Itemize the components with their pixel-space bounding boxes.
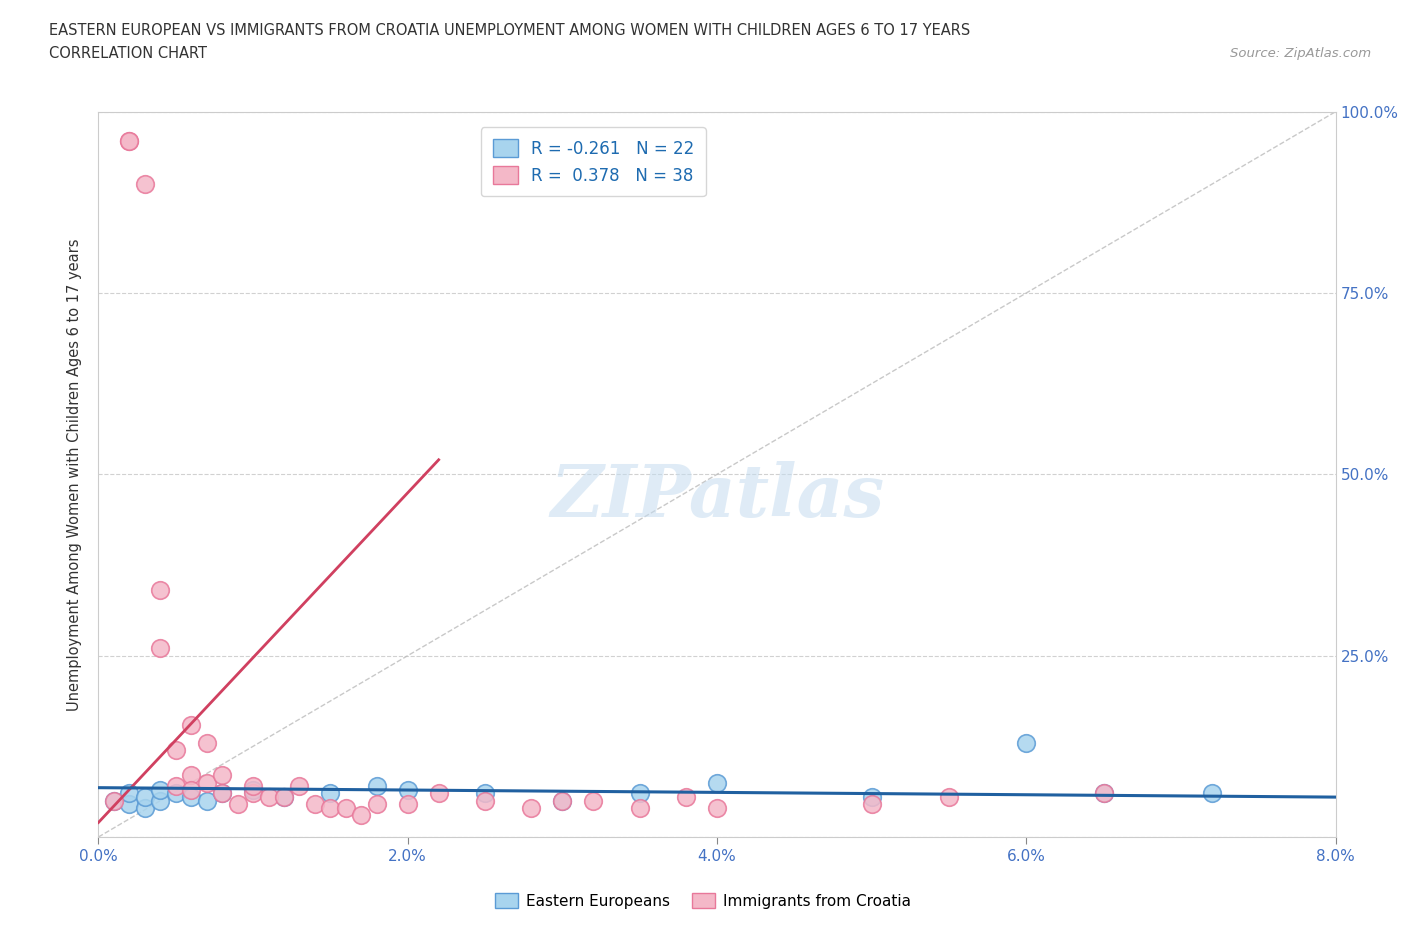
Point <box>134 790 156 804</box>
Point <box>149 793 172 808</box>
Point <box>288 778 311 793</box>
Point <box>304 797 326 812</box>
Point <box>211 768 233 783</box>
Point <box>1092 786 1115 801</box>
Point <box>165 742 187 757</box>
Point <box>350 808 373 823</box>
Point <box>335 801 357 816</box>
Point <box>1092 786 1115 801</box>
Point <box>1015 736 1038 751</box>
Point <box>551 793 574 808</box>
Point <box>134 177 156 192</box>
Point <box>165 778 187 793</box>
Point <box>149 641 172 656</box>
Point <box>860 790 883 804</box>
Text: Source: ZipAtlas.com: Source: ZipAtlas.com <box>1230 46 1371 60</box>
Point <box>195 793 218 808</box>
Point <box>103 793 125 808</box>
Point <box>319 786 342 801</box>
Point <box>551 793 574 808</box>
Legend: R = -0.261   N = 22, R =  0.378   N = 38: R = -0.261 N = 22, R = 0.378 N = 38 <box>481 127 706 196</box>
Point <box>180 768 202 783</box>
Point <box>366 797 388 812</box>
Point <box>706 801 728 816</box>
Point <box>195 776 218 790</box>
Point <box>474 793 496 808</box>
Point <box>319 801 342 816</box>
Point <box>118 133 141 148</box>
Point <box>257 790 280 804</box>
Point <box>103 793 125 808</box>
Point <box>628 786 651 801</box>
Text: ZIPatlas: ZIPatlas <box>550 460 884 532</box>
Point <box>226 797 249 812</box>
Point <box>427 786 450 801</box>
Point <box>134 801 156 816</box>
Point <box>165 786 187 801</box>
Legend: Eastern Europeans, Immigrants from Croatia: Eastern Europeans, Immigrants from Croat… <box>489 886 917 915</box>
Point <box>474 786 496 801</box>
Point <box>118 133 141 148</box>
Point <box>520 801 543 816</box>
Point <box>628 801 651 816</box>
Point <box>582 793 605 808</box>
Point <box>195 736 218 751</box>
Point <box>273 790 295 804</box>
Point <box>938 790 960 804</box>
Text: EASTERN EUROPEAN VS IMMIGRANTS FROM CROATIA UNEMPLOYMENT AMONG WOMEN WITH CHILDR: EASTERN EUROPEAN VS IMMIGRANTS FROM CROA… <box>49 23 970 38</box>
Text: CORRELATION CHART: CORRELATION CHART <box>49 46 207 61</box>
Point <box>180 717 202 732</box>
Point <box>396 782 419 797</box>
Point <box>211 786 233 801</box>
Point <box>366 778 388 793</box>
Point <box>149 782 172 797</box>
Point <box>118 786 141 801</box>
Point <box>273 790 295 804</box>
Point <box>180 790 202 804</box>
Point <box>396 797 419 812</box>
Point <box>149 583 172 598</box>
Point <box>706 776 728 790</box>
Point <box>118 797 141 812</box>
Point <box>242 778 264 793</box>
Point <box>180 782 202 797</box>
Point <box>1201 786 1223 801</box>
Point <box>242 782 264 797</box>
Point <box>211 786 233 801</box>
Point <box>860 797 883 812</box>
Y-axis label: Unemployment Among Women with Children Ages 6 to 17 years: Unemployment Among Women with Children A… <box>67 238 83 711</box>
Point <box>675 790 697 804</box>
Point <box>242 786 264 801</box>
